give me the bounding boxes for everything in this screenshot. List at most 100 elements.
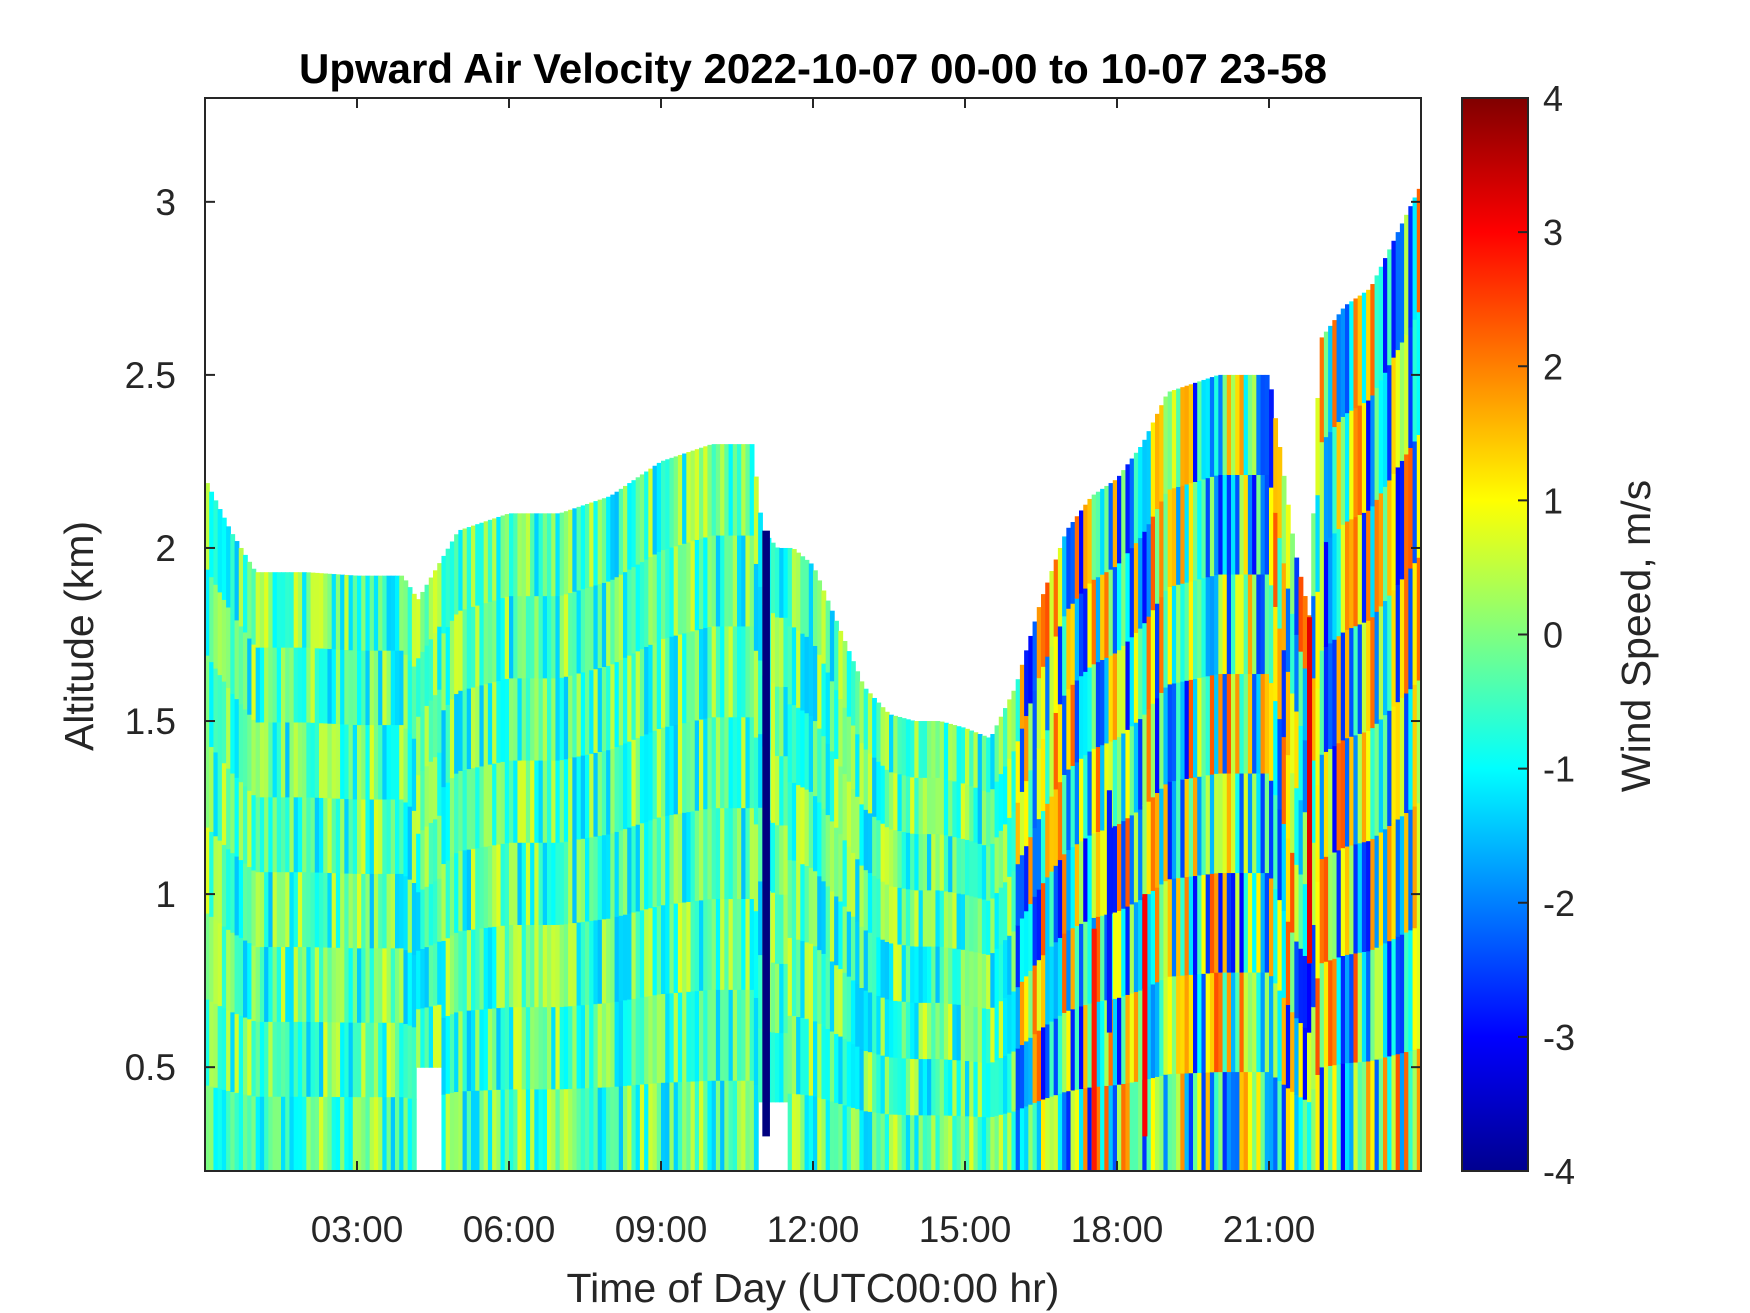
heatmap-cell bbox=[690, 450, 696, 542]
heatmap-cell bbox=[834, 895, 839, 966]
heatmap-cell bbox=[1269, 389, 1274, 488]
heatmap-cell bbox=[1007, 699, 1013, 759]
heatmap-cell bbox=[770, 1031, 776, 1103]
heatmap-cell bbox=[1032, 964, 1038, 1035]
heatmap-cell bbox=[1302, 596, 1308, 669]
heatmap-cell bbox=[867, 872, 873, 933]
heatmap-cell bbox=[1315, 977, 1321, 1075]
heatmap-cell bbox=[568, 923, 573, 1007]
heatmap-cell bbox=[403, 728, 409, 803]
heatmap-cell bbox=[1361, 1061, 1367, 1171]
heatmap-cell bbox=[1057, 781, 1063, 861]
heatmap-cell bbox=[568, 1088, 573, 1171]
heatmap-cell bbox=[1256, 374, 1262, 476]
heatmap-cell bbox=[952, 836, 958, 893]
heatmap-cell bbox=[842, 773, 848, 841]
heatmap-cell bbox=[1146, 801, 1152, 895]
heatmap-cell bbox=[1243, 1071, 1249, 1171]
heatmap-cell bbox=[264, 1021, 269, 1097]
heatmap-cell bbox=[884, 998, 890, 1057]
heatmap-cell bbox=[715, 989, 721, 1081]
heatmap-cell bbox=[344, 723, 350, 800]
heatmap-cell bbox=[1214, 972, 1219, 1073]
heatmap-cell bbox=[1378, 492, 1384, 607]
heatmap-cell bbox=[576, 1087, 582, 1171]
heatmap-cell bbox=[711, 716, 717, 809]
heatmap-cell bbox=[1222, 971, 1228, 1073]
heatmap-cell bbox=[1416, 802, 1421, 927]
heatmap-cell bbox=[1197, 1072, 1203, 1171]
heatmap-cell bbox=[209, 661, 215, 748]
heatmap-cell bbox=[1091, 579, 1097, 665]
heatmap-cell bbox=[948, 779, 953, 837]
heatmap-cell bbox=[213, 919, 219, 1004]
heatmap-cell bbox=[627, 913, 633, 1000]
heatmap-cell bbox=[1256, 474, 1262, 575]
heatmap-cell bbox=[378, 873, 383, 949]
heatmap-cell bbox=[365, 650, 371, 726]
heatmap-cell bbox=[1383, 258, 1388, 373]
heatmap-cell bbox=[1387, 595, 1393, 711]
heatmap-cell bbox=[462, 849, 468, 931]
heatmap-cell bbox=[969, 840, 975, 897]
heatmap-cell bbox=[306, 1021, 312, 1097]
heatmap-cell bbox=[1049, 871, 1055, 947]
heatmap-cell bbox=[1408, 929, 1414, 1051]
heatmap-cell bbox=[568, 840, 573, 924]
heatmap-cell bbox=[386, 724, 392, 800]
heatmap-cell bbox=[986, 1062, 991, 1118]
heatmap-cell bbox=[1374, 947, 1380, 1060]
heatmap-cell bbox=[1197, 776, 1203, 876]
heatmap-cell bbox=[677, 633, 683, 725]
heatmap-cell bbox=[268, 871, 274, 948]
heatmap-cell bbox=[1260, 971, 1266, 1073]
heatmap-cell bbox=[572, 1005, 578, 1089]
heatmap-cell bbox=[1100, 488, 1105, 575]
heatmap-cell bbox=[1209, 476, 1215, 577]
heatmap-cell bbox=[610, 832, 616, 918]
heatmap-cell bbox=[931, 1002, 937, 1060]
heatmap-cell bbox=[728, 807, 734, 900]
heatmap-cell bbox=[1159, 788, 1165, 885]
heatmap-cell bbox=[1053, 712, 1059, 790]
heatmap-cell bbox=[631, 566, 637, 654]
heatmap-cell bbox=[568, 757, 573, 841]
heatmap-cell bbox=[711, 989, 717, 1081]
heatmap-cell bbox=[943, 1058, 949, 1116]
heatmap-cell bbox=[1323, 1066, 1329, 1171]
heatmap-cell bbox=[1201, 775, 1207, 875]
heatmap-cell bbox=[1125, 905, 1131, 995]
heatmap-cell bbox=[293, 1021, 299, 1097]
heatmap-cell bbox=[990, 1116, 996, 1171]
heatmap-cell bbox=[893, 886, 899, 945]
y-axis-label: Altitude (km) bbox=[56, 521, 102, 751]
heatmap-cell bbox=[1361, 292, 1367, 404]
heatmap-cell bbox=[1091, 663, 1097, 749]
heatmap-cell bbox=[1150, 890, 1156, 985]
heatmap-cell bbox=[1353, 734, 1359, 845]
heatmap-cell bbox=[1408, 688, 1414, 810]
heatmap-cell bbox=[373, 650, 379, 726]
heatmap-cell bbox=[1079, 1088, 1084, 1171]
heatmap-cell bbox=[880, 823, 886, 882]
heatmap-cell bbox=[1133, 991, 1139, 1082]
heatmap-cell bbox=[715, 625, 721, 718]
heatmap-cell bbox=[1083, 1087, 1089, 1171]
heatmap-cell bbox=[1019, 664, 1025, 729]
heatmap-cell bbox=[1243, 872, 1249, 973]
heatmap-cell bbox=[466, 527, 472, 609]
heatmap-cell bbox=[437, 752, 443, 816]
heatmap-cell bbox=[213, 751, 219, 837]
heatmap-cell bbox=[1218, 673, 1224, 774]
heatmap-cell bbox=[1079, 675, 1084, 759]
heatmap-cell bbox=[618, 829, 624, 916]
heatmap-cell bbox=[213, 500, 219, 585]
heatmap-cell bbox=[770, 822, 776, 893]
heatmap-cell bbox=[504, 596, 510, 679]
heatmap-cell bbox=[728, 444, 734, 536]
heatmap-cell bbox=[1294, 940, 1300, 1019]
heatmap-cell bbox=[251, 568, 257, 645]
heatmap-cell bbox=[724, 716, 730, 809]
heatmap-cell bbox=[703, 718, 709, 810]
heatmap-cell bbox=[800, 1094, 806, 1171]
